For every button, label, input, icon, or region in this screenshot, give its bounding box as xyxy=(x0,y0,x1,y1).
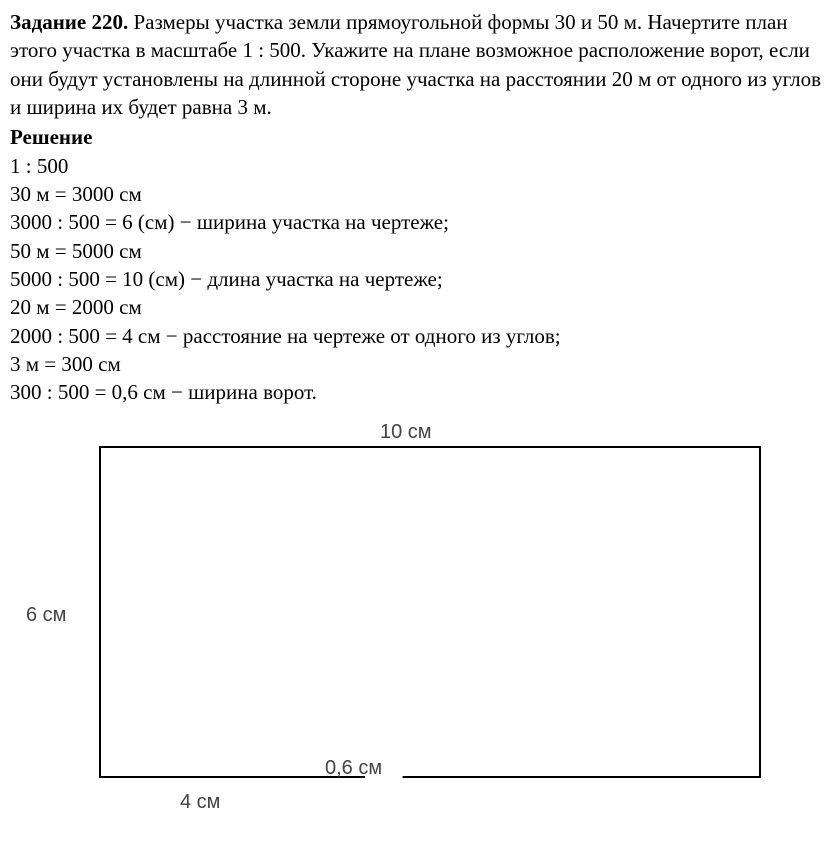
solution-line: 20 м = 2000 см xyxy=(10,293,829,321)
solution-heading: Решение xyxy=(10,123,829,151)
label-gate-offset: 4 см xyxy=(180,789,220,816)
label-top: 10 см xyxy=(380,419,432,446)
solution-line: 1 : 500 xyxy=(10,152,829,180)
problem-block: Задание 220. Размеры участка земли прямо… xyxy=(10,8,829,121)
plan-svg xyxy=(20,417,800,817)
solution-block: Решение 1 : 500 30 м = 3000 см 3000 : 50… xyxy=(10,123,829,406)
label-left: 6 см xyxy=(26,602,66,629)
solution-line: 2000 : 500 = 4 см − расстояние на чертеж… xyxy=(10,322,829,350)
solution-line: 3000 : 500 = 6 (см) − ширина участка на … xyxy=(10,208,829,236)
solution-line: 300 : 500 = 0,6 см − ширина ворот. xyxy=(10,378,829,406)
solution-line: 50 м = 5000 см xyxy=(10,237,829,265)
label-gate-width: 0,6 см xyxy=(325,755,382,782)
problem-text: Размеры участка земли прямоугольной форм… xyxy=(10,10,821,119)
plan-diagram: 10 см 6 см 0,6 см 4 см xyxy=(20,417,800,817)
solution-line: 3 м = 300 см xyxy=(10,350,829,378)
solution-line: 30 м = 3000 см xyxy=(10,180,829,208)
page-root: Задание 220. Размеры участка земли прямо… xyxy=(0,0,839,817)
problem-heading: Задание 220. xyxy=(10,10,128,34)
solution-line: 5000 : 500 = 10 (см) − длина участка на … xyxy=(10,265,829,293)
